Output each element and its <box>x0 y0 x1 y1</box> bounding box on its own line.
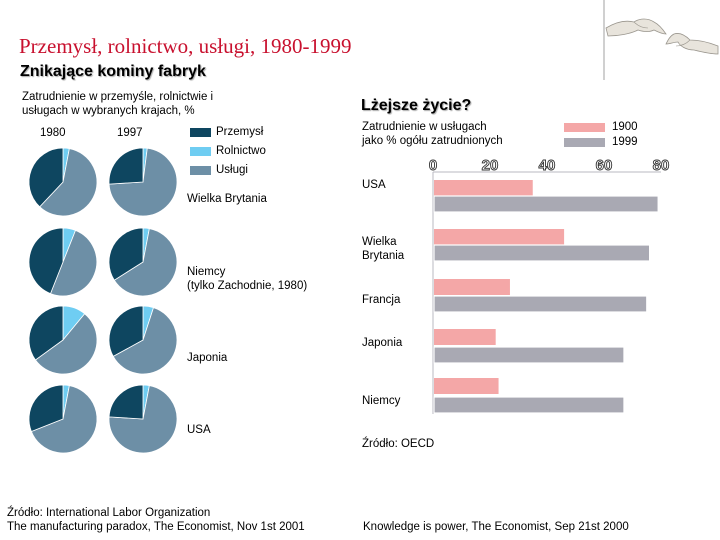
country-label-jp: Japonia <box>187 352 228 364</box>
x-tick-label-60: 60 <box>596 157 613 174</box>
legend-label-uslugi: Usługi <box>216 164 248 176</box>
x-tick-label-40: 40 <box>539 157 556 174</box>
x-tick-label-80: 80 <box>653 157 670 174</box>
pie-slice-uk-1980-rolnictwo <box>62 147 70 183</box>
left-source-line-1: Źródło: International Labor Organization <box>7 507 211 519</box>
pie-slice-uk-1997-przemysl <box>108 147 144 185</box>
year-label-1997: 1997 <box>117 127 143 139</box>
bar-chart-heading: Lżejsze życie? <box>361 97 472 114</box>
country-label-de-line-1: Niemcy <box>187 266 226 278</box>
bar-label-jp: Japonia <box>362 337 403 349</box>
bar-1999-fr <box>433 295 648 313</box>
pie-slice-us-1980-przemysl <box>28 384 64 433</box>
bar-label-uk-line-2: Brytania <box>362 250 405 262</box>
country-label-us: USA <box>187 424 211 436</box>
bar-1900-jp <box>434 329 496 345</box>
pie-caption: Zatrudnienie w przemyśle, rolnictwie i u… <box>22 90 213 118</box>
country-label-de-line-2: (tylko Zachodnie, 1980) <box>187 280 308 292</box>
bar-1999-jp <box>433 346 625 364</box>
pie-slice-us-1997-uslugi <box>108 385 178 454</box>
pie-slice-de-1997-rolnictwo <box>142 227 150 263</box>
pie-slice-jp-1997-uslugi <box>112 307 178 375</box>
pie-slice-uk-1997-rolnictwo <box>142 147 148 183</box>
bar-label-fr: Francja <box>362 294 401 306</box>
right-footer: Knowledge is power, The Economist, Sep 2… <box>363 521 629 533</box>
bar-chart-caption-line-1: Zatrudnienie w usługach <box>362 121 487 133</box>
legend-swatch-przemysl <box>190 128 211 137</box>
legend-label-rolnictwo: Rolnictwo <box>216 145 266 157</box>
bar-chart-caption: Zatrudnienie w usługach jako % ogółu zat… <box>362 120 503 148</box>
pie-slice-de-1980-rolnictwo <box>62 227 77 263</box>
legend-swatch-uslugi <box>190 166 211 175</box>
legend-label-przemysl: Przemysł <box>216 126 264 138</box>
pie-slice-us-1980-rolnictwo <box>62 384 70 420</box>
pie-slice-jp-1980-rolnictwo <box>62 305 86 342</box>
legend-swatch-1999 <box>564 138 605 147</box>
year-label-1980: 1980 <box>40 127 66 139</box>
slide-subtitle: Znikające kominy fabryk <box>20 63 206 80</box>
pie-caption-line-1: Zatrudnienie w przemyśle, rolnictwie i <box>22 91 214 103</box>
country-label-uk: Wielka Brytania <box>187 193 267 205</box>
bar-label-usa: USA <box>362 179 386 191</box>
pie-slice-us-1980-uslugi <box>30 385 98 454</box>
left-source: Źródło: International Labor Organization… <box>7 506 305 534</box>
legend-swatch-1900 <box>564 123 605 132</box>
x-tick-label-0: 0 <box>429 157 437 174</box>
legend-swatch-rolnictwo <box>190 147 211 156</box>
bar-chart-caption-line-2: jako % ogółu zatrudnionych <box>362 135 503 147</box>
pie-slice-jp-1980-uslugi <box>34 313 98 375</box>
legend-label-1999: 1999 <box>612 136 638 148</box>
pie-slice-jp-1997-przemysl <box>108 305 144 357</box>
pie-slice-us-1997-przemysl <box>108 384 144 420</box>
pie-slice-uk-1997-uslugi <box>108 147 178 217</box>
bar-label-uk-line-1: Wielka <box>362 236 397 248</box>
pie-caption-line-2: usługach w wybranych krajach, % <box>22 105 195 117</box>
pie-slice-uk-1980-uslugi <box>39 148 98 217</box>
bar-1999-de <box>433 396 625 414</box>
pie-slice-us-1997-rolnictwo <box>142 384 150 420</box>
bar-label-uk: Wielka Brytania <box>362 235 404 263</box>
bar-1999-uk <box>433 244 651 262</box>
pie-slice-uk-1980-przemysl <box>28 147 64 208</box>
bar-1900-usa <box>434 180 533 196</box>
slide-title: Przemysł, rolnictwo, usługi, 1980-1999 <box>19 34 352 58</box>
pie-slice-jp-1997-rolnictwo <box>142 305 155 341</box>
x-tick-label-20: 20 <box>482 157 499 174</box>
bar-1900-de <box>434 378 499 394</box>
legend-label-1900: 1900 <box>612 121 638 133</box>
bar-1900-uk <box>434 229 565 245</box>
bar-1900-fr <box>434 279 510 295</box>
right-source: Źródło: OECD <box>362 438 435 450</box>
pie-slice-de-1997-przemysl <box>108 227 144 281</box>
hands-illustration <box>603 0 720 80</box>
bar-label-de: Niemcy <box>362 395 401 407</box>
bar-1999-usa <box>433 195 659 213</box>
country-label-de: Niemcy (tylko Zachodnie, 1980) <box>187 265 307 293</box>
pie-slice-de-1980-uslugi <box>49 229 98 297</box>
left-source-line-2: The manufacturing paradox, The Economist… <box>7 521 305 533</box>
pie-slice-de-1980-przemysl <box>28 227 64 295</box>
pie-slice-de-1997-uslugi <box>113 228 178 297</box>
pie-slice-jp-1980-przemysl <box>28 305 64 361</box>
